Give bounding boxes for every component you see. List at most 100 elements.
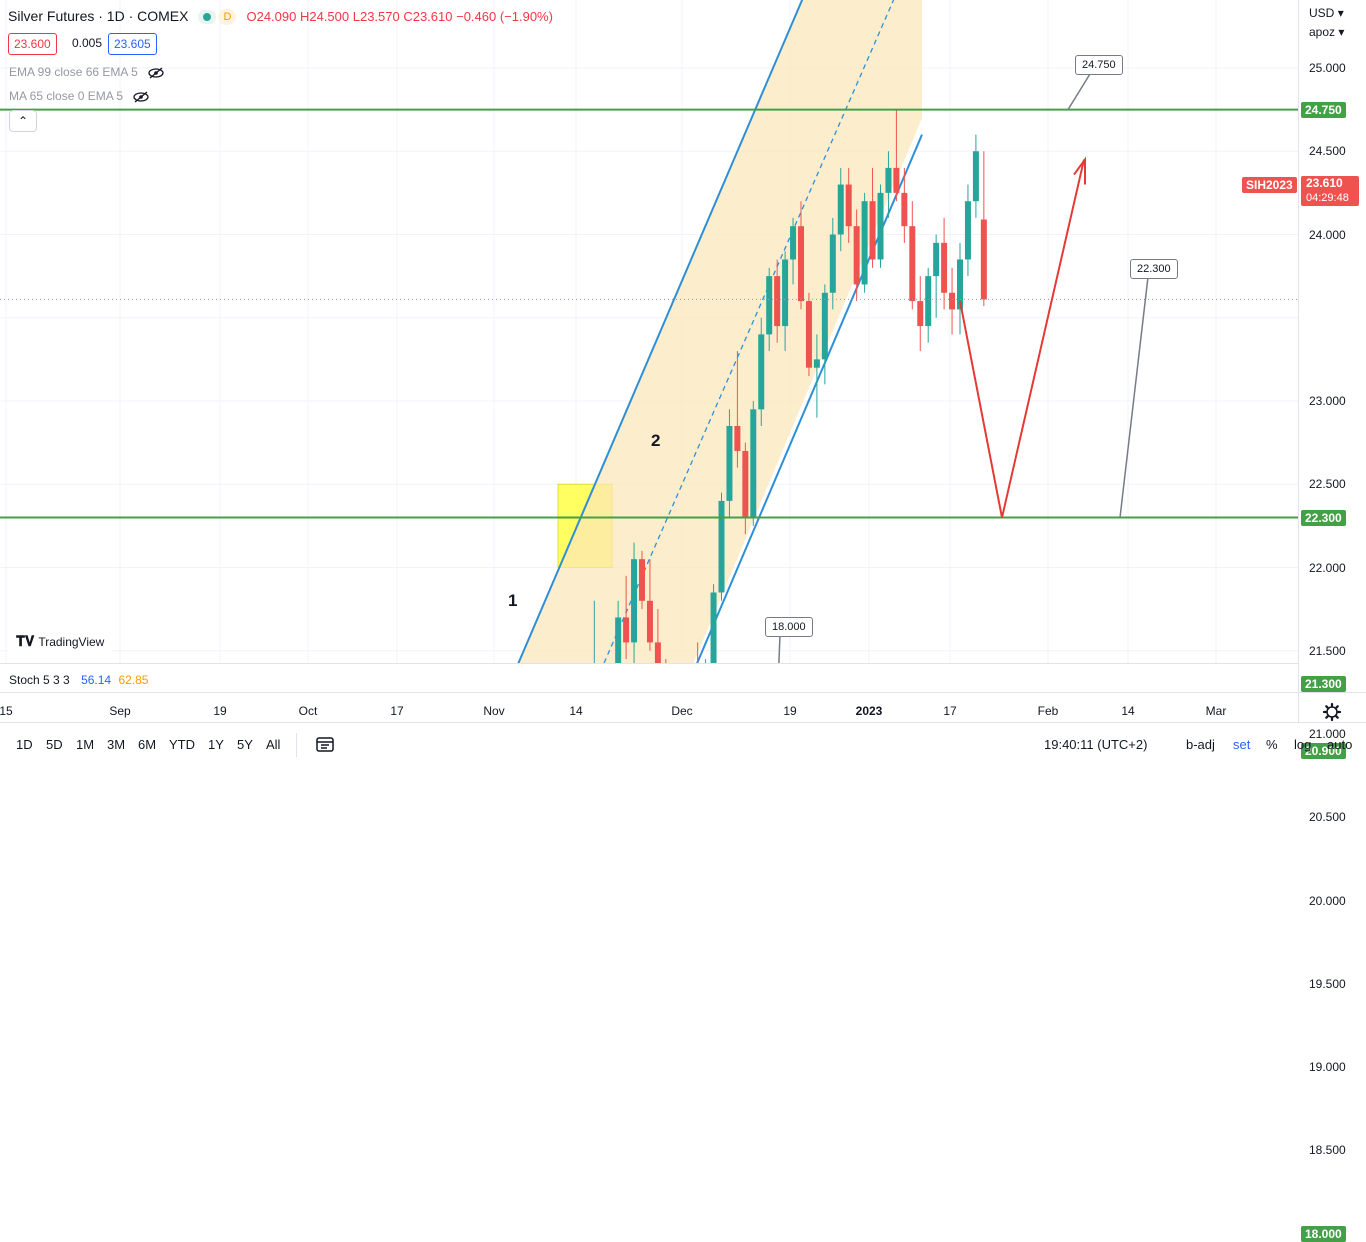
price-tick-label: 19.500 bbox=[1309, 976, 1346, 991]
candle[interactable] bbox=[949, 267, 956, 335]
candle[interactable] bbox=[805, 292, 812, 377]
candle[interactable] bbox=[893, 109, 900, 202]
candle[interactable] bbox=[766, 267, 773, 352]
candle[interactable] bbox=[957, 242, 963, 335]
projection-path[interactable] bbox=[959, 159, 1085, 518]
range-button-1y[interactable]: 1Y bbox=[208, 737, 224, 752]
candle[interactable] bbox=[933, 234, 940, 318]
toolbar-divider bbox=[296, 733, 297, 757]
candle[interactable] bbox=[654, 609, 661, 663]
candle[interactable] bbox=[821, 284, 828, 385]
tradingview-logo[interactable]: 𝐓𝐕 TradingView bbox=[8, 628, 113, 654]
log-toggle[interactable]: log bbox=[1294, 737, 1312, 752]
indicator-ema-label: EMA 99 close 66 EMA 5 bbox=[9, 65, 138, 79]
level-price-tag: 20.900 bbox=[1301, 742, 1346, 759]
range-button-ytd[interactable]: YTD bbox=[169, 737, 195, 752]
candle[interactable] bbox=[726, 409, 733, 518]
price-tick-label: 21.500 bbox=[1309, 643, 1346, 658]
price-tick-label: 20.500 bbox=[1309, 810, 1346, 825]
symbol-title[interactable]: Silver Futures · 1D · COMEX bbox=[8, 8, 189, 24]
candle[interactable] bbox=[869, 167, 876, 268]
currency-selector[interactable]: USD ▾ bbox=[1309, 6, 1344, 20]
eye-off-icon[interactable] bbox=[147, 67, 165, 79]
candle[interactable] bbox=[734, 351, 741, 468]
gear-icon[interactable] bbox=[1322, 702, 1342, 722]
candle[interactable] bbox=[615, 600, 622, 663]
callout-22300[interactable]: 22.300 bbox=[1130, 259, 1178, 279]
channel-median-line[interactable] bbox=[424, 0, 922, 663]
callout-pointer bbox=[778, 634, 781, 663]
stoch-d-value: 62.85 bbox=[118, 673, 149, 687]
candle[interactable] bbox=[813, 334, 820, 418]
time-tick-label: Nov bbox=[483, 704, 505, 718]
session-toggle[interactable]: b-adj bbox=[1186, 737, 1215, 752]
indicator-ma-label: MA 65 close 0 EMA 5 bbox=[9, 89, 124, 103]
candle[interactable] bbox=[885, 151, 892, 218]
clock-timezone[interactable]: 19:40:11 (UTC+2) bbox=[1044, 737, 1148, 752]
candle[interactable] bbox=[695, 642, 701, 663]
eye-off-icon[interactable] bbox=[132, 91, 150, 103]
candle[interactable] bbox=[941, 217, 948, 310]
callout-18000[interactable]: 18.000 bbox=[765, 617, 813, 637]
range-button-5d[interactable]: 5D bbox=[46, 737, 63, 752]
candle[interactable] bbox=[909, 201, 916, 310]
candle[interactable] bbox=[837, 167, 844, 252]
candle[interactable] bbox=[853, 209, 860, 302]
range-button-1m[interactable]: 1M bbox=[76, 737, 95, 752]
price-chart[interactable] bbox=[0, 0, 1298, 663]
candle[interactable] bbox=[758, 317, 765, 426]
price-tick-label: 24.500 bbox=[1309, 144, 1346, 159]
calendar-range-icon[interactable] bbox=[316, 736, 334, 752]
candle[interactable] bbox=[877, 184, 884, 268]
indicator-ma[interactable]: MA 65 close 0 EMA 5 bbox=[9, 89, 150, 103]
channel-upper-line[interactable] bbox=[424, 0, 830, 663]
range-button-5y[interactable]: 5Y bbox=[237, 737, 253, 752]
bid-price[interactable]: 23.600 bbox=[8, 33, 57, 55]
spread-value: 0.005 bbox=[72, 36, 103, 50]
candle[interactable] bbox=[718, 492, 725, 601]
arrow-head-icon bbox=[1073, 156, 1086, 185]
candle[interactable] bbox=[774, 259, 781, 343]
candle[interactable] bbox=[710, 584, 717, 663]
stoch-legend[interactable]: Stoch 5 3 3 56.14 62.85 bbox=[9, 673, 148, 687]
time-tick-label: 19 bbox=[213, 704, 227, 718]
candle[interactable] bbox=[901, 167, 908, 243]
candle[interactable] bbox=[623, 575, 630, 660]
time-axis-border bbox=[0, 692, 1366, 693]
candle[interactable] bbox=[742, 442, 749, 535]
candle[interactable] bbox=[782, 251, 789, 352]
channel-lower-line[interactable] bbox=[446, 134, 923, 663]
settlement-toggle[interactable]: set bbox=[1233, 737, 1251, 752]
candle[interactable] bbox=[750, 401, 757, 526]
unit-selector[interactable]: apoz ▾ bbox=[1309, 25, 1345, 39]
collapse-indicators-button[interactable]: ⌃ bbox=[9, 110, 37, 132]
range-button-all[interactable]: All bbox=[266, 737, 281, 752]
candle[interactable] bbox=[639, 550, 645, 610]
candle[interactable] bbox=[646, 559, 653, 651]
level-price-tag: 18.000 bbox=[1301, 1225, 1346, 1242]
candle[interactable] bbox=[917, 276, 924, 352]
range-button-3m[interactable]: 3M bbox=[107, 737, 126, 752]
candle[interactable] bbox=[980, 151, 987, 307]
price-tick-label: 21.000 bbox=[1309, 727, 1346, 741]
auto-toggle[interactable]: auto bbox=[1327, 737, 1353, 752]
candle[interactable] bbox=[925, 267, 932, 343]
indicator-ema[interactable]: EMA 99 close 66 EMA 5 bbox=[9, 65, 165, 79]
range-button-1d[interactable]: 1D bbox=[16, 737, 33, 752]
candle[interactable] bbox=[798, 201, 804, 310]
candle[interactable] bbox=[591, 600, 597, 663]
candle[interactable] bbox=[972, 134, 979, 218]
range-button-6m[interactable]: 6M bbox=[138, 737, 157, 752]
chart-pane[interactable] bbox=[0, 0, 1298, 663]
candle[interactable] bbox=[845, 167, 852, 243]
wave-label-2: 2 bbox=[651, 431, 661, 450]
candle[interactable] bbox=[829, 217, 836, 310]
percent-toggle[interactable]: % bbox=[1266, 737, 1278, 752]
ask-price[interactable]: 23.605 bbox=[108, 33, 157, 55]
candle[interactable] bbox=[790, 217, 797, 285]
callout-24750[interactable]: 24.750 bbox=[1075, 55, 1123, 75]
pane-separator[interactable] bbox=[0, 663, 1298, 664]
candle[interactable] bbox=[964, 184, 971, 277]
candle[interactable] bbox=[631, 542, 638, 663]
candle[interactable] bbox=[861, 192, 868, 293]
